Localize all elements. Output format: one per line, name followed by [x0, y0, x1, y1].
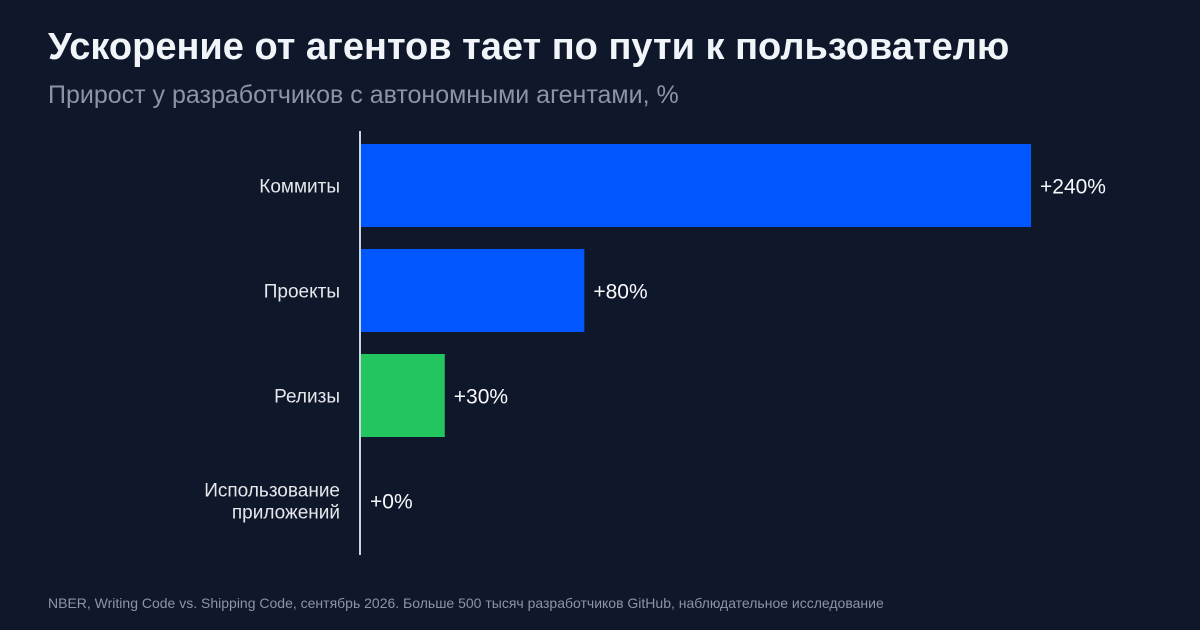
category-label-4: Использование приложений	[204, 481, 340, 524]
bar-2	[361, 249, 585, 332]
category-label-line: Релизы	[274, 387, 340, 408]
value-label-3: +30%	[454, 386, 508, 409]
chart-title: Ускорение от агентов тает по пути к поль…	[48, 26, 1010, 68]
value-label-2: +80%	[593, 281, 647, 304]
source-footnote: NBER, Writing Code vs. Shipping Code, се…	[48, 595, 884, 611]
category-label-line: Использование	[204, 481, 340, 502]
bar-1	[361, 144, 1031, 227]
category-label-line: Коммиты	[259, 177, 340, 198]
category-label-3: Релизы	[274, 387, 340, 408]
category-label-line: приложений	[232, 503, 340, 524]
bar-3	[361, 354, 445, 437]
chart-subtitle: Прирост у разработчиков с автономными аг…	[48, 81, 679, 109]
category-label-2: Проекты	[264, 282, 340, 303]
value-label-4: +0%	[370, 491, 413, 514]
category-label-1: Коммиты	[259, 177, 340, 198]
value-label-1: +240%	[1040, 176, 1106, 199]
category-label-line: Проекты	[264, 282, 340, 303]
